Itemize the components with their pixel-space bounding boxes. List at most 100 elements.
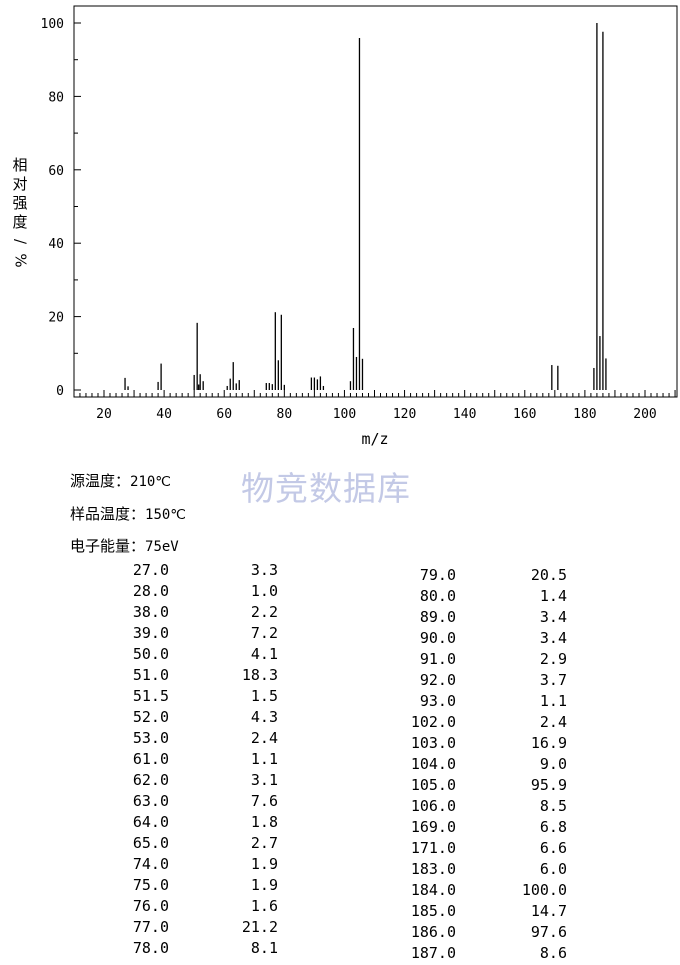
peak-row: 183.0 6.0 — [300, 860, 600, 881]
electron-energy: 电子能量：75eV — [70, 535, 179, 556]
peak-row: 64.0 1.8 — [0, 813, 300, 834]
y-axis-label-char: 对 — [12, 175, 28, 193]
peak-mz: 51.0 — [132, 666, 169, 684]
peak-mz: 80.0 — [419, 587, 456, 605]
peak-row: 65.0 2.7 — [0, 834, 300, 855]
peak-intensity: 9.0 — [539, 755, 567, 773]
peak-row: 63.0 7.6 — [0, 792, 300, 813]
peak-mz: 76.0 — [132, 897, 169, 915]
peak-row: 27.0 3.3 — [0, 561, 300, 582]
y-axis-label: 相对强度 /% — [10, 156, 30, 270]
peak-row: 79.0 20.5 — [300, 566, 600, 587]
peak-intensity: 95.9 — [530, 776, 567, 794]
x-tick-label: 40 — [156, 407, 172, 422]
peak-row: 103.0 16.9 — [300, 734, 600, 755]
peak-mz: 93.0 — [419, 692, 456, 710]
peak-intensity: 100.0 — [521, 881, 567, 899]
peak-mz: 187.0 — [410, 944, 456, 962]
peak-row: 38.0 2.2 — [0, 603, 300, 624]
peak-table-right: 79.0 20.5 80.0 1.4 89.0 3.4 90.0 3.4 91.0 2.9 92.0… — [300, 566, 600, 965]
source-temperature-label: 源温度： — [70, 472, 131, 490]
peak-intensity: 3.3 — [250, 561, 278, 579]
source-temperature-value: 210℃ — [130, 474, 172, 490]
peak-intensity: 8.6 — [539, 944, 567, 962]
peak-intensity: 3.1 — [250, 771, 278, 789]
peak-mz: 64.0 — [132, 813, 169, 831]
peak-mz: 39.0 — [132, 624, 169, 642]
peak-mz: 75.0 — [132, 876, 169, 894]
peak-intensity: 1.5 — [250, 687, 278, 705]
peak-intensity: 2.2 — [250, 603, 278, 621]
peak-row: 76.0 1.6 — [0, 897, 300, 918]
electron-energy-label: 电子能量： — [70, 537, 146, 555]
peak-intensity: 1.4 — [539, 587, 567, 605]
peak-mz: 90.0 — [419, 629, 456, 647]
peak-row: 77.0 21.2 — [0, 918, 300, 939]
peak-mz: 38.0 — [132, 603, 169, 621]
y-tick-label: 100 — [41, 17, 64, 32]
peak-row: 62.0 3.1 — [0, 771, 300, 792]
peak-row: 74.0 1.9 — [0, 855, 300, 876]
peak-intensity: 18.3 — [241, 666, 278, 684]
peak-mz: 51.5 — [132, 687, 169, 705]
y-axis-label-char: % — [11, 253, 30, 268]
peak-intensity: 1.8 — [250, 813, 278, 831]
x-tick-label: 180 — [573, 407, 596, 422]
y-axis-label-char: 度 — [12, 213, 28, 231]
electron-energy-value: 75eV — [145, 539, 179, 555]
sample-temperature-label: 样品温度： — [70, 505, 146, 523]
peak-mz: 185.0 — [410, 902, 456, 920]
peak-row: 185.0 14.7 — [300, 902, 600, 923]
peak-row: 52.0 4.3 — [0, 708, 300, 729]
sample-temperature-value: 150℃ — [145, 507, 187, 523]
peak-mz: 104.0 — [410, 755, 456, 773]
peak-intensity: 2.4 — [539, 713, 567, 731]
peak-intensity: 2.4 — [250, 729, 278, 747]
peak-mz: 103.0 — [410, 734, 456, 752]
plot-frame — [73, 5, 678, 398]
peak-row: 51.5 1.5 — [0, 687, 300, 708]
peak-row: 106.0 8.5 — [300, 797, 600, 818]
peak-intensity: 6.0 — [539, 860, 567, 878]
peak-intensity: 7.6 — [250, 792, 278, 810]
peak-intensity: 1.1 — [539, 692, 567, 710]
peak-row: 92.0 3.7 — [300, 671, 600, 692]
y-axis-label-char: 强 — [12, 194, 28, 212]
peak-intensity: 3.4 — [539, 608, 567, 626]
y-tick-label: 40 — [48, 237, 64, 252]
peak-mz: 77.0 — [132, 918, 169, 936]
peak-intensity: 1.0 — [250, 582, 278, 600]
peak-mz: 102.0 — [410, 713, 456, 731]
x-tick-label: 200 — [633, 407, 656, 422]
spectrum-bars — [124, 23, 607, 390]
peak-row: 50.0 4.1 — [0, 645, 300, 666]
peak-row: 90.0 3.4 — [300, 629, 600, 650]
mass-spectrum-chart: 20 40 60 80 100 120 140 160 180 200 0 20 40 60 80 100 m… — [41, 5, 678, 448]
peak-intensity: 2.9 — [539, 650, 567, 668]
peak-intensity: 8.5 — [539, 797, 567, 815]
sample-temperature: 样品温度：150℃ — [70, 503, 186, 524]
watermark: 物竞数据库 — [241, 469, 411, 508]
peak-row: 187.0 8.6 — [300, 944, 600, 965]
peak-row: 184.0 100.0 — [300, 881, 600, 902]
peak-mz: 186.0 — [410, 923, 456, 941]
peak-mz: 53.0 — [132, 729, 169, 747]
peak-mz: 89.0 — [419, 608, 456, 626]
peak-row: 78.0 8.1 — [0, 939, 300, 960]
peak-intensity: 4.3 — [250, 708, 278, 726]
peak-mz: 106.0 — [410, 797, 456, 815]
peak-row: 104.0 9.0 — [300, 755, 600, 776]
peak-intensity: 1.1 — [250, 750, 278, 768]
axis-tick-labels: 20 40 60 80 100 120 140 160 180 200 0 20 40 60 80 100 — [41, 17, 657, 422]
peak-row: 91.0 2.9 — [300, 650, 600, 671]
peak-intensity: 8.1 — [250, 939, 278, 957]
peak-intensity: 97.6 — [530, 923, 567, 941]
peak-row: 102.0 2.4 — [300, 713, 600, 734]
source-temperature: 源温度：210℃ — [70, 470, 171, 491]
peak-mz: 105.0 — [410, 776, 456, 794]
y-axis-label-char: / — [11, 238, 30, 245]
peak-row: 39.0 7.2 — [0, 624, 300, 645]
peak-row: 186.0 97.6 — [300, 923, 600, 944]
peak-row: 105.0 95.9 — [300, 776, 600, 797]
y-axis-label-char: 相 — [12, 156, 28, 174]
